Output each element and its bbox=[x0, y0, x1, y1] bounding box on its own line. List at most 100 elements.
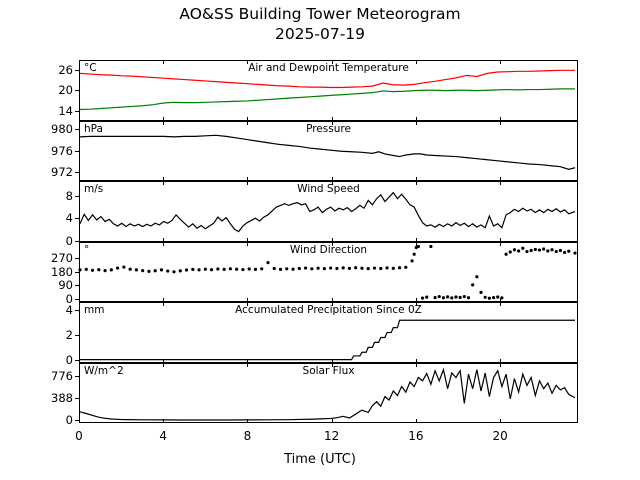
x-tick-mark bbox=[163, 302, 165, 306]
y-tick-mark bbox=[75, 271, 79, 273]
x-tick-label: 0 bbox=[75, 429, 83, 443]
x-tick-mark bbox=[247, 302, 249, 306]
y-tick-label: 0 bbox=[65, 412, 73, 427]
x-tick-mark bbox=[331, 241, 333, 246]
series-line bbox=[80, 70, 575, 87]
x-tick-mark bbox=[79, 177, 80, 181]
x-tick-mark bbox=[415, 298, 417, 302]
x-tick-mark bbox=[247, 116, 249, 121]
x-tick-mark bbox=[500, 237, 502, 242]
x-tick-mark bbox=[79, 302, 80, 306]
y-tick-mark bbox=[75, 335, 79, 337]
series-line bbox=[80, 320, 575, 359]
x-tick-mark bbox=[247, 241, 249, 246]
y-tick-mark bbox=[75, 129, 79, 131]
y-tick-label: 980 bbox=[51, 122, 73, 137]
y-tick-label: 2 bbox=[65, 328, 73, 343]
y-tick-label: 388 bbox=[51, 390, 73, 405]
x-tick-mark bbox=[415, 241, 417, 246]
x-tick-mark bbox=[331, 177, 333, 181]
x-tick-mark bbox=[331, 181, 333, 185]
y-tick-mark bbox=[75, 110, 79, 112]
y-tick-mark bbox=[75, 298, 79, 300]
y-tick-label: 180 bbox=[51, 264, 73, 279]
x-tick-mark bbox=[163, 120, 165, 125]
y-tick-label: 20 bbox=[58, 83, 73, 98]
y-tick-label: 976 bbox=[51, 143, 73, 158]
x-tick-mark bbox=[500, 181, 502, 185]
x-tick-mark bbox=[500, 358, 502, 363]
x-tick-mark bbox=[163, 237, 165, 242]
x-tick-mark bbox=[500, 302, 502, 306]
x-tick-mark bbox=[331, 358, 333, 363]
panel-wind-speed: m/s Wind Speed bbox=[79, 181, 578, 242]
y-tick-mark bbox=[75, 218, 79, 220]
x-tick-mark bbox=[415, 419, 417, 423]
y-tick-label: 0 bbox=[65, 352, 73, 367]
x-tick-label: 8 bbox=[243, 429, 252, 443]
y-tick-label: 14 bbox=[58, 103, 73, 118]
x-tick-mark bbox=[500, 120, 502, 125]
x-tick-mark bbox=[331, 362, 333, 367]
x-tick-mark bbox=[247, 181, 249, 185]
x-tick-mark bbox=[500, 419, 502, 423]
y-tick-label: 0 bbox=[65, 291, 73, 306]
x-tick-mark bbox=[415, 177, 417, 181]
x-tick-mark bbox=[331, 60, 333, 64]
x-tick-mark bbox=[415, 237, 417, 242]
y-tick-mark bbox=[75, 150, 79, 152]
x-tick-mark bbox=[247, 237, 249, 242]
x-tick-mark bbox=[500, 116, 502, 121]
x-tick-mark bbox=[415, 116, 417, 121]
x-tick-mark bbox=[415, 358, 417, 363]
x-tick-mark bbox=[163, 177, 165, 181]
x-tick-mark bbox=[247, 419, 249, 423]
x-tick-label: 16 bbox=[408, 429, 424, 443]
x-tick-mark bbox=[415, 60, 417, 64]
panel-wind-direction: ° Wind Direction bbox=[78, 241, 578, 302]
figure-title: AO&SS Building Tower Meteorogram 2025-07… bbox=[0, 4, 640, 44]
y-tick-mark bbox=[75, 195, 79, 197]
y-tick-mark bbox=[75, 310, 79, 312]
title-line-2: 2025-07-19 bbox=[274, 25, 366, 43]
x-tick-mark bbox=[247, 60, 249, 64]
y-tick-label: 972 bbox=[51, 165, 73, 180]
y-tick-mark bbox=[75, 90, 79, 92]
y-tick-mark bbox=[75, 69, 79, 71]
x-tick-label: 4 bbox=[159, 429, 168, 443]
x-tick-mark bbox=[415, 181, 417, 185]
x-tick-mark bbox=[247, 120, 249, 125]
x-tick-mark bbox=[163, 358, 165, 363]
x-tick-mark bbox=[79, 362, 80, 367]
x-tick-mark bbox=[415, 302, 417, 306]
x-tick-mark bbox=[247, 298, 249, 302]
x-tick-mark bbox=[79, 237, 80, 242]
x-tick-mark bbox=[415, 120, 417, 125]
x-tick-mark bbox=[79, 181, 80, 185]
y-tick-mark bbox=[75, 285, 79, 287]
x-tick-mark bbox=[247, 362, 249, 367]
x-tick-mark bbox=[163, 116, 165, 121]
x-tick-mark bbox=[247, 177, 249, 181]
x-tick-mark bbox=[500, 177, 502, 181]
x-tick-mark bbox=[500, 60, 502, 64]
x-tick-mark bbox=[79, 419, 80, 423]
x-tick-mark bbox=[331, 120, 333, 125]
x-tick-mark bbox=[163, 241, 165, 246]
x-tick-label: 12 bbox=[324, 429, 340, 443]
series-line bbox=[80, 135, 575, 169]
y-tick-label: 4 bbox=[65, 303, 73, 318]
y-tick-mark bbox=[75, 240, 79, 242]
x-tick-mark bbox=[415, 362, 417, 367]
y-tick-mark bbox=[75, 172, 79, 174]
panel-accumulated-precipitation-since-0z: mm Accumulated Precipitation Since 0Z bbox=[79, 302, 578, 363]
x-tick-mark bbox=[331, 298, 333, 302]
panel-air-and-dewpoint-temperature: °C Air and Dewpoint Temperature bbox=[79, 60, 578, 121]
x-tick-mark bbox=[79, 116, 80, 121]
series-line bbox=[80, 89, 575, 110]
series-line bbox=[80, 369, 575, 419]
y-tick-label: 26 bbox=[58, 62, 73, 77]
y-tick-label: 90 bbox=[58, 278, 73, 293]
x-tick-mark bbox=[331, 237, 333, 242]
y-tick-mark bbox=[75, 419, 79, 421]
